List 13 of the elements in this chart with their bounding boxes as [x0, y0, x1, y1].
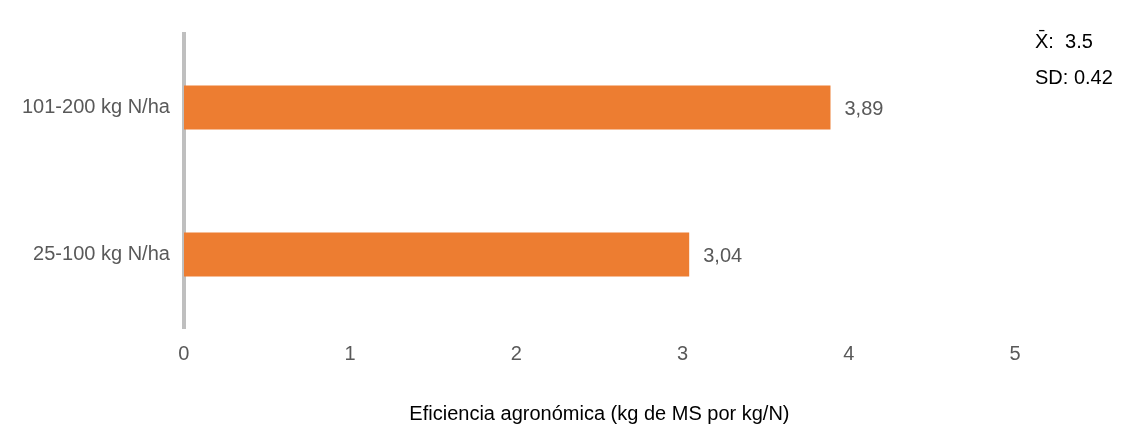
x-tick-label: 2 — [510, 341, 522, 364]
x-axis-title: Eficiencia agronómica (kg de MS por kg/N) — [409, 401, 790, 424]
x-tick-label: 4 — [843, 341, 855, 364]
x-tick-label: 1 — [344, 341, 356, 364]
x-tick-label: 5 — [1009, 341, 1021, 364]
text: X̄: 3.5 — [1035, 29, 1093, 52]
x-tick-label: 0 — [178, 341, 190, 364]
y-tick-label: 101-200 kg N/ha — [21, 95, 171, 118]
x-tick-label: 3 — [676, 341, 689, 364]
text: SD: 0.42 — [1035, 65, 1113, 88]
data-label: 3,89 — [844, 97, 884, 120]
y-tick-label: 25-100 kg N/ha — [33, 242, 171, 265]
data-label: 3,04 — [703, 244, 743, 267]
